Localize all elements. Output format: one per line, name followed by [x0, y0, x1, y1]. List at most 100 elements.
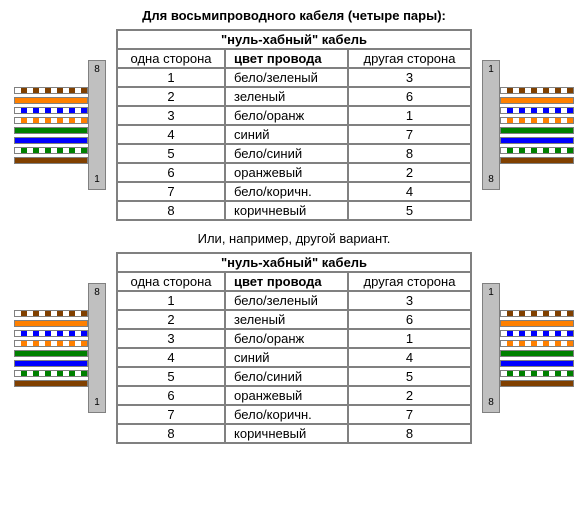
jack-label-top: 1	[488, 288, 494, 298]
table-row: 8коричневый5	[117, 201, 471, 220]
wire-stripe	[14, 107, 88, 114]
wire-stripe	[500, 340, 574, 347]
spec-table-1: "нуль-хабный" кабель одна сторона цвет п…	[116, 29, 472, 221]
cell-color: бело/коричн.	[225, 182, 348, 201]
wire-stripe	[500, 370, 574, 377]
table-row: 8коричневый8	[117, 424, 471, 443]
connector-left-1: 8 1	[14, 60, 106, 190]
table-caption: "нуль-хабный" кабель	[117, 253, 471, 272]
jack-label-bottom: 8	[488, 175, 494, 185]
cell-left: 7	[117, 182, 225, 201]
connector-right-1: 1 8	[482, 60, 574, 190]
wire-stripe	[14, 360, 88, 367]
table-row: 7бело/коричн.4	[117, 182, 471, 201]
table-row: 3бело/оранж1	[117, 106, 471, 125]
stripes-left-1	[14, 83, 88, 168]
cell-left: 1	[117, 291, 225, 310]
cell-right: 2	[348, 163, 471, 182]
cell-left: 5	[117, 367, 225, 386]
wire-stripe	[14, 117, 88, 124]
cell-left: 4	[117, 348, 225, 367]
hdr-left: одна сторона	[117, 272, 225, 291]
jack-label-top: 8	[94, 65, 100, 75]
wire-stripe	[14, 147, 88, 154]
jack-right-1: 1 8	[482, 60, 500, 190]
cell-right: 7	[348, 125, 471, 144]
page: Для восьмипроводного кабеля (четыре пары…	[0, 0, 588, 444]
cell-color: бело/зеленый	[225, 291, 348, 310]
wire-stripe	[14, 97, 88, 104]
spec-table-2: "нуль-хабный" кабель одна сторона цвет п…	[116, 252, 472, 444]
wire-stripe	[14, 157, 88, 164]
wire-stripe	[14, 310, 88, 317]
cell-left: 8	[117, 201, 225, 220]
cell-left: 8	[117, 424, 225, 443]
cell-color: бело/оранж	[225, 106, 348, 125]
jack-label-bottom: 1	[94, 398, 100, 408]
connector-right-2: 1 8	[482, 283, 574, 413]
jack-left-1: 8 1	[88, 60, 106, 190]
wire-stripe	[14, 370, 88, 377]
cell-right: 8	[348, 144, 471, 163]
cell-right: 3	[348, 291, 471, 310]
wire-stripe	[500, 127, 574, 134]
cell-left: 3	[117, 329, 225, 348]
cell-color: синий	[225, 125, 348, 144]
wire-stripe	[14, 330, 88, 337]
jack-label-top: 1	[488, 65, 494, 75]
hdr-right: другая сторона	[348, 49, 471, 68]
stripes-right-2	[500, 306, 574, 391]
cell-color: бело/синий	[225, 367, 348, 386]
wire-stripe	[500, 380, 574, 387]
wire-stripe	[500, 350, 574, 357]
table-row: 4синий7	[117, 125, 471, 144]
wire-stripe	[14, 350, 88, 357]
cell-left: 5	[117, 144, 225, 163]
table-body-2: 1бело/зеленый32зеленый63бело/оранж14сини…	[117, 291, 471, 443]
hdr-mid: цвет провода	[225, 49, 348, 68]
cell-left: 7	[117, 405, 225, 424]
middle-caption: Или, например, другой вариант.	[0, 231, 588, 246]
cell-left: 4	[117, 125, 225, 144]
cell-left: 1	[117, 68, 225, 87]
diagram-block-1: 8 1 "нуль-хабный" кабель одна сторона цв…	[0, 29, 588, 221]
hdr-mid: цвет провода	[225, 272, 348, 291]
cell-right: 4	[348, 182, 471, 201]
diagram-block-2: 8 1 "нуль-хабный" кабель одна сторона цв…	[0, 252, 588, 444]
cell-color: оранжевый	[225, 163, 348, 182]
hdr-right: другая сторона	[348, 272, 471, 291]
cell-right: 4	[348, 348, 471, 367]
table-row: 1бело/зеленый3	[117, 291, 471, 310]
stripes-left-2	[14, 306, 88, 391]
table-body-1: 1бело/зеленый32зеленый63бело/оранж14сини…	[117, 68, 471, 220]
cell-right: 5	[348, 201, 471, 220]
wire-stripe	[500, 137, 574, 144]
wire-stripe	[14, 340, 88, 347]
table-caption: "нуль-хабный" кабель	[117, 30, 471, 49]
cell-right: 3	[348, 68, 471, 87]
cell-color: коричневый	[225, 424, 348, 443]
stripes-right-1	[500, 83, 574, 168]
cell-color: зеленый	[225, 310, 348, 329]
cell-left: 2	[117, 310, 225, 329]
cell-color: оранжевый	[225, 386, 348, 405]
cell-right: 6	[348, 310, 471, 329]
wire-stripe	[500, 360, 574, 367]
wire-stripe	[500, 97, 574, 104]
cell-color: бело/синий	[225, 144, 348, 163]
jack-label-bottom: 8	[488, 398, 494, 408]
wire-stripe	[14, 320, 88, 327]
jack-right-2: 1 8	[482, 283, 500, 413]
cell-left: 2	[117, 87, 225, 106]
table-row: 1бело/зеленый3	[117, 68, 471, 87]
wire-stripe	[500, 157, 574, 164]
cell-color: зеленый	[225, 87, 348, 106]
cell-color: коричневый	[225, 201, 348, 220]
cell-color: бело/оранж	[225, 329, 348, 348]
cell-right: 7	[348, 405, 471, 424]
wire-stripe	[500, 117, 574, 124]
cell-color: синий	[225, 348, 348, 367]
wire-stripe	[14, 127, 88, 134]
wire-stripe	[500, 310, 574, 317]
cell-left: 6	[117, 386, 225, 405]
